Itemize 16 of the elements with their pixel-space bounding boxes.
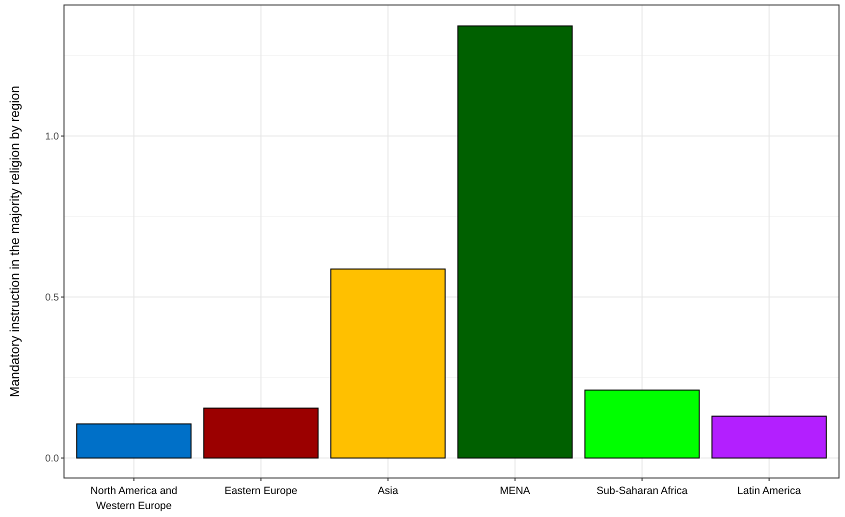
y-tick-label: 0.5 [45,292,60,304]
x-tick-label: Eastern Europe [224,485,298,497]
bar [76,423,192,459]
y-axis-title: Mandatory instruction in the majority religion by region [7,86,22,398]
x-tick-label: Latin America [737,485,802,497]
bar [203,408,319,459]
bar [711,416,827,459]
y-tick-label: 1.0 [45,132,60,143]
x-tick-label: North America and Western Europe [90,485,178,512]
bar [330,268,446,459]
bar [584,390,700,459]
x-tick-label: Asia [378,485,398,497]
y-tick-label: 0.0 [45,454,60,465]
x-tick-label: MENA [500,485,530,497]
bar [457,25,573,459]
x-tick-label: Sub-Saharan Africa [596,485,688,497]
